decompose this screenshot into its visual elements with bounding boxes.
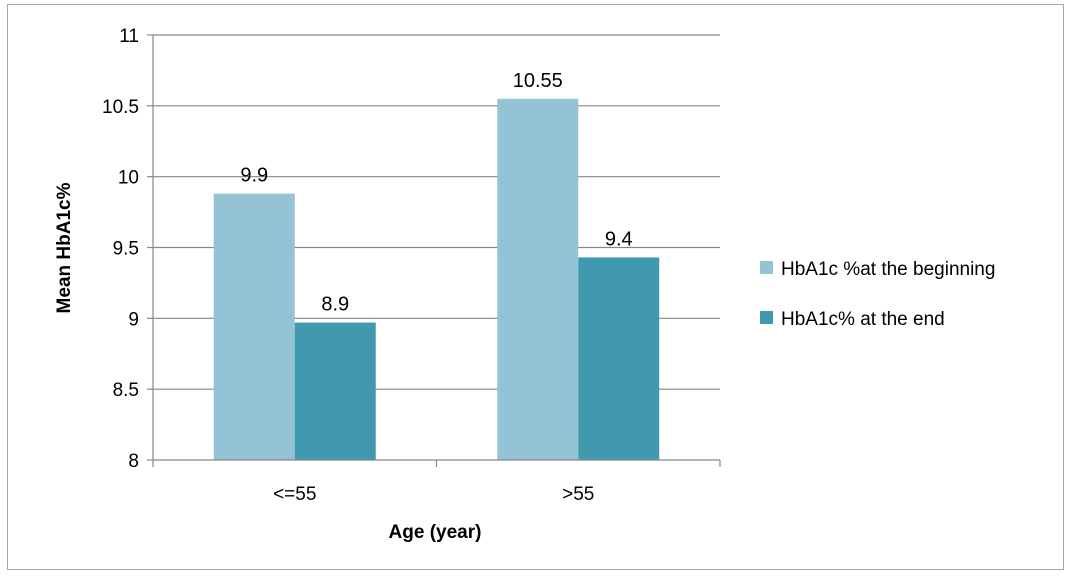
bar — [497, 98, 579, 460]
x-tick-label: <=55 — [273, 484, 316, 505]
y-tick-label: 9 — [128, 309, 139, 330]
data-label: 9.4 — [605, 228, 633, 250]
y-tick-label: 8 — [128, 451, 139, 472]
y-tick-label: 10.5 — [102, 97, 139, 118]
data-label: 10.55 — [513, 70, 563, 92]
x-axis-title: Age (year) — [389, 522, 482, 543]
x-tick-label: >55 — [562, 484, 594, 505]
y-tick-labels: 8 8.5 9 9.5 10 10.5 11 — [102, 26, 139, 472]
y-tick-label: 11 — [119, 26, 139, 47]
x-tick-labels: <=55 >55 — [273, 484, 594, 505]
bar — [213, 193, 295, 460]
bar — [578, 257, 660, 460]
legend-swatch — [760, 311, 773, 324]
axes — [152, 35, 721, 467]
y-tick-label: 9.5 — [113, 239, 139, 260]
y-axis-title: Mean HbA1c% — [54, 182, 75, 313]
legend-swatch — [760, 261, 773, 274]
y-tick-label: 8.5 — [113, 380, 139, 401]
bar — [294, 322, 376, 460]
data-label: 8.9 — [321, 294, 349, 316]
y-tick-label: 10 — [118, 168, 139, 189]
legend-label: HbA1c %at the beginning — [781, 259, 995, 280]
data-label: 9.9 — [240, 165, 268, 187]
data-labels: 9.9 8.9 10.55 9.4 — [240, 70, 632, 316]
legend-label: HbA1c% at the end — [781, 309, 945, 330]
bars — [213, 98, 660, 460]
legend: HbA1c %at the beginning HbA1c% at the end — [760, 259, 995, 330]
